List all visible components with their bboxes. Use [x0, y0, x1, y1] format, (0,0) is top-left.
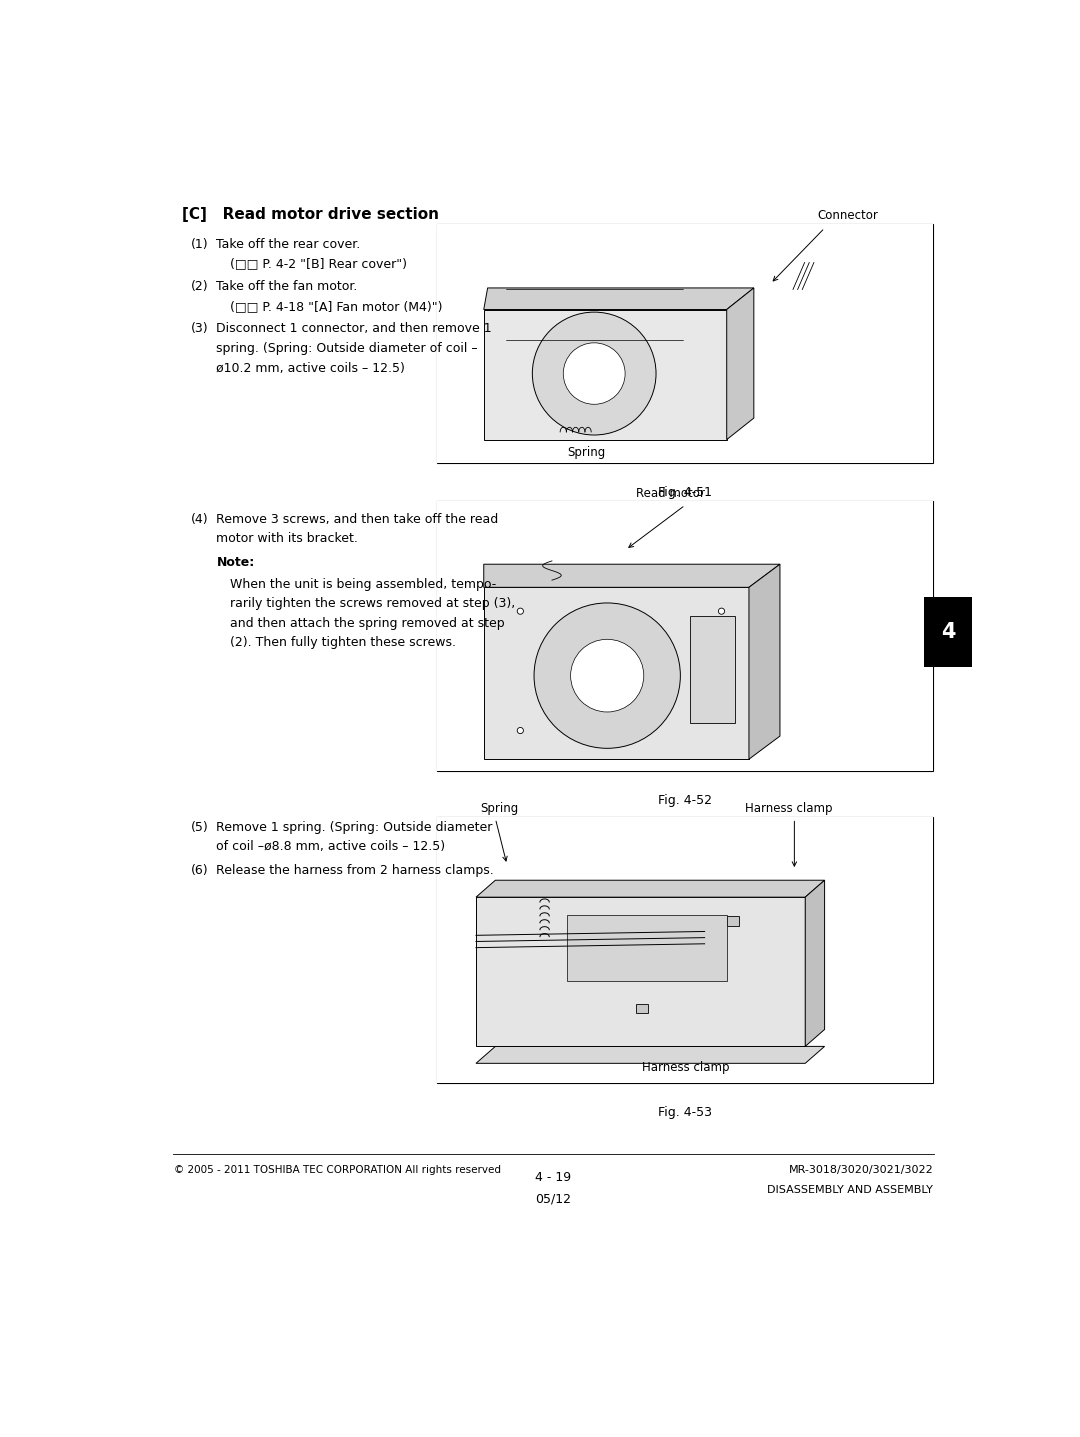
Text: Remove 3 screws, and then take off the read: Remove 3 screws, and then take off the r… — [216, 513, 499, 526]
Text: DISASSEMBLY AND ASSEMBLY: DISASSEMBLY AND ASSEMBLY — [768, 1186, 933, 1196]
Text: Disconnect 1 connector, and then remove 1: Disconnect 1 connector, and then remove … — [216, 322, 492, 335]
Polygon shape — [484, 588, 748, 759]
Text: spring. (Spring: Outside diameter of coil –: spring. (Spring: Outside diameter of coi… — [216, 342, 478, 355]
Text: Spring: Spring — [567, 445, 605, 458]
Text: Connector: Connector — [816, 210, 878, 223]
Bar — [636, 1004, 648, 1013]
Text: of coil –ø8.8 mm, active coils – 12.5): of coil –ø8.8 mm, active coils – 12.5) — [216, 841, 446, 854]
Text: motor with its bracket.: motor with its bracket. — [216, 533, 359, 546]
Text: Take off the rear cover.: Take off the rear cover. — [216, 239, 361, 251]
Text: and then attach the spring removed at step: and then attach the spring removed at st… — [230, 616, 504, 629]
Text: Remove 1 spring. (Spring: Outside diameter: Remove 1 spring. (Spring: Outside diamet… — [216, 821, 492, 833]
Text: [C]   Read motor drive section: [C] Read motor drive section — [181, 207, 438, 223]
Bar — [437, 816, 933, 1082]
Text: Fig. 4-51: Fig. 4-51 — [658, 486, 712, 499]
Polygon shape — [748, 565, 780, 759]
Polygon shape — [484, 309, 727, 440]
Text: (1): (1) — [191, 239, 208, 251]
Polygon shape — [476, 897, 806, 1046]
Text: (6): (6) — [191, 864, 208, 877]
Text: 4 - 19: 4 - 19 — [536, 1171, 571, 1184]
Circle shape — [564, 343, 625, 404]
Polygon shape — [484, 565, 780, 588]
Text: (3): (3) — [191, 322, 208, 335]
Text: (2). Then fully tighten these screws.: (2). Then fully tighten these screws. — [230, 637, 456, 650]
Polygon shape — [476, 881, 825, 897]
Text: Fig. 4-52: Fig. 4-52 — [658, 793, 712, 806]
Circle shape — [517, 608, 524, 614]
Polygon shape — [806, 881, 825, 1046]
Polygon shape — [476, 1046, 825, 1063]
Bar — [437, 816, 933, 1082]
Polygon shape — [727, 287, 754, 440]
Text: Spring: Spring — [480, 802, 518, 815]
Polygon shape — [484, 287, 754, 309]
Text: rarily tighten the screws removed at step (3),: rarily tighten the screws removed at ste… — [230, 598, 515, 611]
Text: Harness clamp: Harness clamp — [642, 1061, 729, 1073]
Text: (□□ P. 4-18 "[A] Fan motor (M4)"): (□□ P. 4-18 "[A] Fan motor (M4)") — [230, 300, 442, 313]
Circle shape — [570, 639, 644, 711]
Text: (5): (5) — [191, 821, 208, 833]
Text: 4: 4 — [941, 622, 955, 642]
Bar — [567, 915, 728, 980]
Text: Read motor: Read motor — [636, 487, 704, 500]
Bar — [728, 917, 739, 925]
Circle shape — [532, 312, 656, 435]
Bar — [437, 224, 933, 463]
Circle shape — [534, 604, 680, 749]
Bar — [437, 502, 933, 770]
Text: Take off the fan motor.: Take off the fan motor. — [216, 280, 357, 293]
Text: © 2005 - 2011 TOSHIBA TEC CORPORATION All rights reserved: © 2005 - 2011 TOSHIBA TEC CORPORATION Al… — [174, 1165, 501, 1175]
Bar — [437, 224, 933, 463]
Bar — [924, 598, 972, 667]
Bar — [437, 502, 933, 770]
Text: (2): (2) — [191, 280, 208, 293]
Circle shape — [517, 727, 524, 734]
Circle shape — [718, 608, 725, 614]
Text: MR-3018/3020/3021/3022: MR-3018/3020/3021/3022 — [788, 1165, 933, 1175]
Text: Fig. 4-53: Fig. 4-53 — [658, 1105, 712, 1118]
Text: 05/12: 05/12 — [536, 1193, 571, 1206]
Text: When the unit is being assembled, tempo-: When the unit is being assembled, tempo- — [230, 578, 496, 591]
Text: Harness clamp: Harness clamp — [745, 802, 833, 815]
Text: (□□ P. 4-2 "[B] Rear cover"): (□□ P. 4-2 "[B] Rear cover") — [230, 257, 406, 270]
Bar — [689, 616, 735, 723]
Text: Release the harness from 2 harness clamps.: Release the harness from 2 harness clamp… — [216, 864, 495, 877]
Text: Note:: Note: — [216, 556, 255, 569]
Text: (4): (4) — [191, 513, 208, 526]
Text: ø10.2 mm, active coils – 12.5): ø10.2 mm, active coils – 12.5) — [216, 362, 405, 375]
